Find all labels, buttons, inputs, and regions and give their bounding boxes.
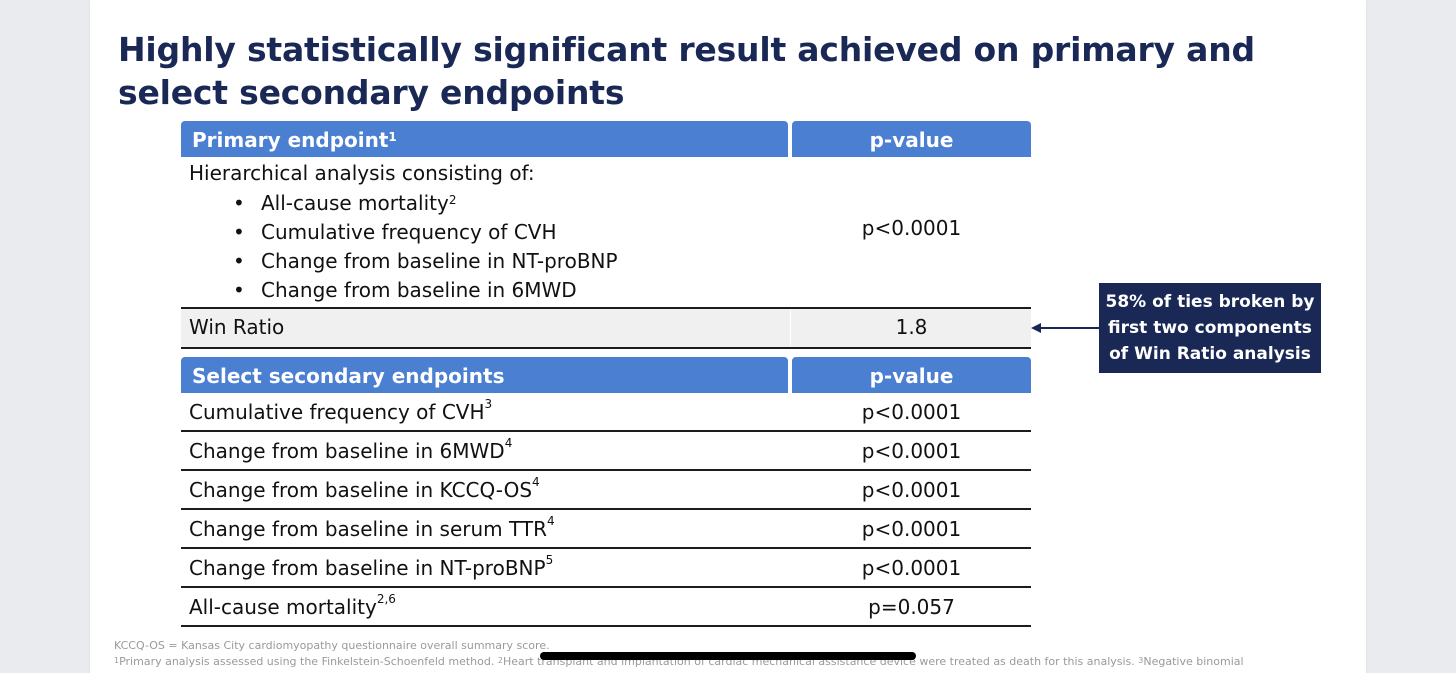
endpoint-footnote: 3 — [484, 397, 493, 411]
secondary-header: Select secondary endpoints — [181, 357, 788, 393]
endpoint-footnote: 4 — [504, 436, 513, 450]
endpoint-text: Change from baseline in KCCQ-OS — [189, 478, 533, 502]
endpoint-pvalue: p<0.0001 — [861, 478, 962, 502]
endpoint-text: All-cause mortality — [189, 595, 377, 619]
primary-header-label: Primary endpoint — [192, 128, 389, 152]
endpoint-label: Change from baseline in NT-proBNP5 — [189, 553, 554, 580]
component-text: Change from baseline in 6MWD — [261, 278, 577, 302]
component-text: All-cause mortality — [261, 191, 449, 215]
component-footnote: 2 — [448, 193, 457, 207]
endpoint-pvalue: p<0.0001 — [861, 439, 962, 463]
callout-line: first two components — [1108, 318, 1312, 338]
endpoint-pvalue: p<0.0001 — [861, 400, 962, 424]
endpoint-text: Change from baseline in serum TTR — [189, 517, 547, 541]
endpoint-text: Change from baseline in 6MWD — [189, 439, 505, 463]
endpoint-footnote: 4 — [547, 514, 555, 528]
column-divider — [790, 309, 791, 347]
endpoint-footnote: 4 — [532, 475, 540, 489]
component-text: Cumulative frequency of CVH — [261, 220, 557, 244]
list-item: Cumulative frequency of CVH — [233, 218, 618, 247]
callout-box: 58% of ties broken by first two componen… — [1099, 283, 1321, 373]
callout-line: 58% of ties broken by — [1105, 292, 1315, 312]
endpoint-label: All-cause mortality2,6 — [189, 592, 396, 619]
endpoint-footnote: 5 — [545, 553, 554, 567]
primary-body: Hierarchical analysis consisting of: All… — [181, 157, 1031, 309]
primary-intro: Hierarchical analysis consisting of: — [189, 161, 535, 185]
primary-header-footnote: 1 — [388, 130, 397, 144]
list-item: Change from baseline in NT-proBNP — [233, 247, 618, 276]
endpoint-footnote: 2,6 — [376, 592, 396, 606]
endpoint-pvalue: p<0.0001 — [861, 517, 962, 541]
list-item: Change from baseline in 6MWD — [233, 276, 618, 305]
win-ratio-row: Win Ratio 1.8 — [181, 309, 1031, 349]
arrow-left-icon — [1031, 323, 1101, 333]
endpoint-label: Cumulative frequency of CVH3 — [189, 397, 493, 424]
primary-pvalue: p<0.0001 — [861, 216, 962, 240]
callout-line: of Win Ratio analysis — [1109, 344, 1311, 364]
home-indicator[interactable] — [540, 652, 916, 660]
component-text: Change from baseline in NT-proBNP — [261, 249, 618, 273]
primary-header: Primary endpoint1 — [181, 121, 788, 157]
endpoint-label: Change from baseline in serum TTR4 — [189, 514, 555, 541]
endpoint-pvalue: p<0.0001 — [861, 556, 962, 580]
slide-title: Highly statistically significant result … — [118, 30, 1255, 112]
endpoint-text: Change from baseline in NT-proBNP — [189, 556, 546, 580]
primary-components-list: All-cause mortality2 Cumulative frequenc… — [233, 189, 618, 305]
secondary-endpoints-table: Select secondary endpoints p-value Cumul… — [181, 357, 1031, 629]
win-ratio-label: Win Ratio — [189, 315, 285, 339]
table-row: Change from baseline in KCCQ-OS4 p<0.000… — [181, 471, 1031, 510]
endpoint-label: Change from baseline in 6MWD4 — [189, 436, 513, 463]
table-row: Cumulative frequency of CVH3 p<0.0001 — [181, 393, 1031, 432]
primary-endpoint-table: Primary endpoint1 p-value Hierarchical a… — [181, 121, 1031, 349]
list-item: All-cause mortality2 — [233, 189, 618, 218]
endpoint-pvalue: p=0.057 — [868, 595, 955, 619]
table-row: All-cause mortality2,6 p=0.057 — [181, 588, 1031, 627]
secondary-pvalue-header: p-value — [792, 357, 1031, 393]
endpoint-label: Change from baseline in KCCQ-OS4 — [189, 475, 540, 502]
primary-pvalue-header: p-value — [792, 121, 1031, 157]
table-row: Change from baseline in serum TTR4 p<0.0… — [181, 510, 1031, 549]
endpoint-text: Cumulative frequency of CVH — [189, 400, 485, 424]
win-ratio-value: 1.8 — [895, 315, 928, 339]
table-row: Change from baseline in NT-proBNP5 p<0.0… — [181, 549, 1031, 588]
table-row: Change from baseline in 6MWD4 p<0.0001 — [181, 432, 1031, 471]
footnote-line: KCCQ-OS = Kansas City cardiomyopathy que… — [114, 639, 550, 652]
